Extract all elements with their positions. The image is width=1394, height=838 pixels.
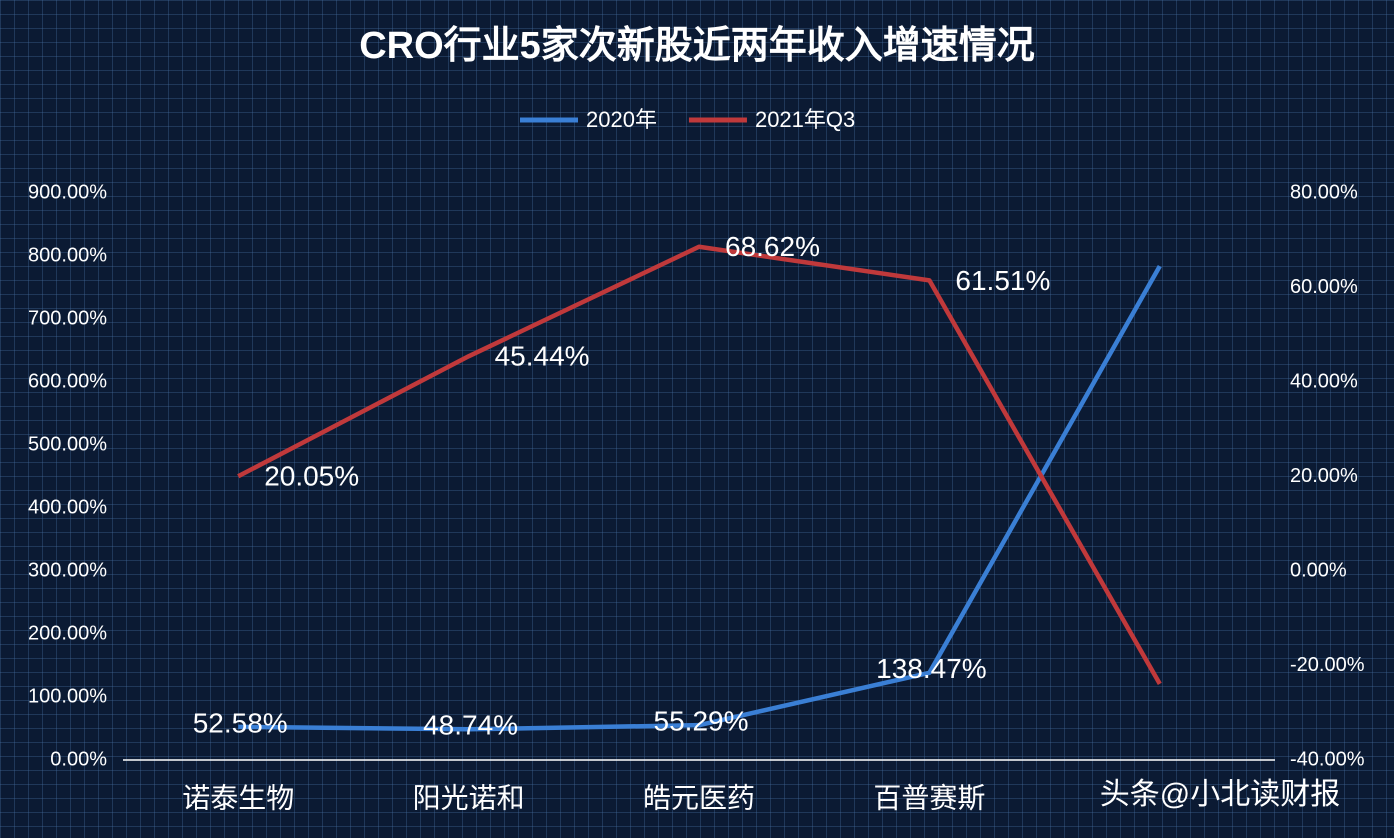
chart-title: CRO行业5家次新股近两年收入增速情况	[359, 25, 1035, 67]
y2-tick-label: 80.00%	[1290, 181, 1358, 203]
y-tick-label: 100.00%	[28, 685, 107, 707]
y-tick-label: 200.00%	[28, 622, 107, 644]
y-tick-label: 900.00%	[28, 181, 107, 203]
y2-tick-label: -40.00%	[1290, 748, 1365, 770]
x-tick-label: 诺泰生物	[182, 782, 294, 813]
y-tick-label: 700.00%	[28, 307, 107, 329]
y2-tick-label: 0.00%	[1290, 559, 1347, 581]
y2-tick-label: -20.00%	[1290, 654, 1365, 676]
data-label: 48.74%	[423, 710, 518, 741]
data-label: 45.44%	[495, 341, 590, 372]
y-tick-label: 0.00%	[50, 748, 107, 770]
data-label: 61.51%	[955, 265, 1050, 296]
y-tick-label: 600.00%	[28, 370, 107, 392]
series-line	[237, 244, 1162, 686]
y-tick-label: 400.00%	[28, 496, 107, 518]
y-tick-label: 800.00%	[28, 244, 107, 266]
y-tick-label: 300.00%	[28, 559, 107, 581]
data-label: 68.62%	[725, 231, 820, 262]
y2-tick-label: 40.00%	[1290, 370, 1358, 392]
data-label: 138.47%	[876, 653, 987, 684]
watermark: 头条@小北读财报	[1100, 778, 1340, 811]
legend-label: 2021年Q3	[755, 107, 855, 132]
x-tick-label: 阳光诺和	[413, 782, 525, 813]
y2-tick-label: 20.00%	[1290, 465, 1358, 487]
legend-label: 2020年	[586, 107, 657, 132]
data-label: 52.58%	[193, 707, 288, 738]
y2-tick-label: 60.00%	[1290, 276, 1358, 298]
y-tick-label: 500.00%	[28, 433, 107, 455]
x-tick-label: 皓元医药	[643, 782, 755, 813]
data-label: 20.05%	[264, 461, 359, 492]
x-tick-label: 百普赛斯	[873, 782, 985, 813]
series-line	[238, 264, 1162, 732]
data-label: 55.29%	[654, 706, 749, 737]
